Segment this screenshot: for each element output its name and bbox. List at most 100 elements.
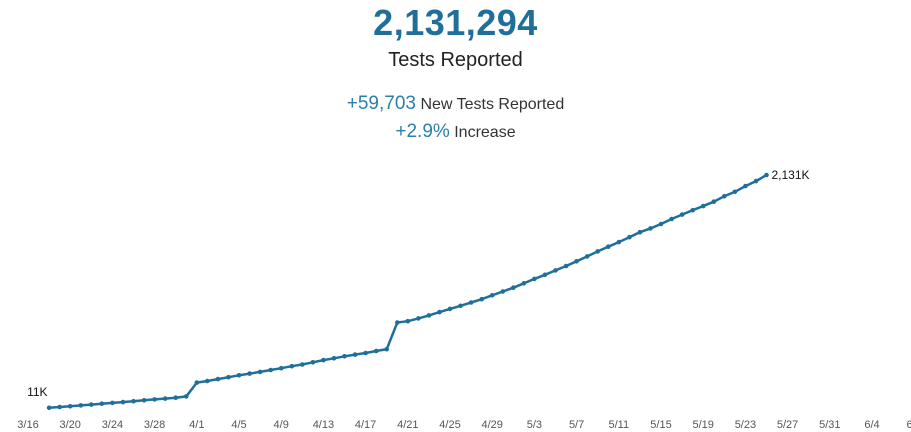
x-tick-label: 4/13	[313, 419, 334, 431]
data-point	[447, 306, 453, 312]
x-tick-label: 5/3	[527, 419, 542, 431]
data-point	[278, 365, 284, 371]
data-point	[616, 239, 622, 245]
data-point	[468, 300, 474, 305]
data-point	[205, 378, 210, 384]
data-point	[532, 276, 537, 282]
increase-value: +2.9%	[395, 121, 450, 142]
increase-label: Increase	[454, 124, 516, 141]
data-point	[99, 401, 105, 407]
x-tick-label: 4/21	[397, 419, 418, 431]
data-point	[352, 352, 358, 357]
data-point	[46, 405, 52, 411]
data-point	[152, 397, 157, 402]
data-point	[732, 189, 738, 195]
data-point	[595, 249, 600, 254]
data-point	[131, 398, 136, 404]
data-point	[342, 354, 347, 359]
x-tick-label: 4/9	[274, 419, 289, 431]
x-tick-label: 4/29	[481, 419, 502, 431]
series-line	[49, 173, 768, 410]
data-point	[679, 212, 685, 217]
data-point	[247, 371, 252, 376]
data-point	[542, 272, 548, 278]
x-tick-label: 5/31	[819, 419, 840, 431]
data-point	[416, 316, 421, 321]
data-point	[226, 374, 231, 380]
x-tick-label: 3/28	[144, 419, 165, 431]
data-point	[405, 318, 411, 324]
data-point	[120, 399, 126, 405]
data-point	[78, 403, 84, 408]
data-point	[658, 221, 664, 227]
data-point	[184, 394, 189, 399]
x-tick-label: 4/1	[189, 419, 204, 431]
data-point	[162, 396, 168, 401]
x-tick-label: 4/25	[439, 419, 460, 431]
total-tests-value: 2,131,294	[373, 2, 538, 43]
data-point	[606, 244, 611, 249]
data-point	[627, 234, 632, 240]
x-tick-label: 5/15	[650, 419, 671, 431]
data-point	[743, 183, 748, 189]
data-point	[384, 346, 390, 352]
data-point	[141, 398, 147, 403]
data-point	[690, 207, 695, 213]
data-point	[194, 380, 200, 385]
x-tick-label: 5/11	[609, 419, 630, 431]
data-point	[753, 178, 759, 184]
data-point	[722, 193, 727, 199]
data-point	[321, 357, 326, 363]
x-tick-label: 3/24	[102, 419, 123, 431]
data-point	[700, 203, 706, 209]
data-point	[67, 404, 73, 409]
data-point	[458, 303, 463, 309]
total-tests-label: Tests Reported	[388, 49, 523, 71]
data-point	[331, 356, 337, 361]
data-point	[479, 296, 485, 302]
data-point	[173, 395, 178, 401]
data-point	[500, 289, 506, 294]
data-point	[553, 268, 558, 273]
data-point	[711, 199, 717, 204]
x-tick-label: 6/8	[907, 419, 911, 431]
series-group	[46, 172, 769, 411]
x-tick-label: 3/16	[17, 419, 38, 431]
end-value-label: 2,131K	[772, 168, 810, 182]
data-point	[395, 320, 400, 325]
data-point	[110, 400, 115, 406]
x-tick-label: 5/23	[735, 419, 756, 431]
data-point	[268, 367, 274, 373]
data-point	[426, 313, 432, 318]
data-point	[236, 373, 242, 378]
data-point	[584, 254, 590, 259]
x-tick-label: 4/17	[355, 419, 376, 431]
start-value-label: 11K	[27, 385, 47, 399]
data-point	[648, 226, 653, 231]
data-point	[511, 285, 516, 291]
data-point	[289, 363, 295, 369]
x-tick-label: 4/5	[231, 419, 246, 431]
new-tests-line: +59,703 New Tests Reported	[0, 93, 911, 115]
new-tests-label: New Tests Reported	[420, 96, 565, 113]
data-point	[574, 259, 579, 264]
data-point	[489, 293, 495, 298]
data-point	[563, 263, 569, 269]
x-tick-label: 5/7	[569, 419, 584, 431]
data-point	[57, 404, 62, 410]
x-axis-ticks: 3/16 3/20 3/24 3/28 4/1 4/5 4/9 4/13 4/17 4/21 4/2…	[17, 419, 911, 431]
data-point	[215, 376, 221, 382]
data-point	[437, 309, 442, 315]
data-point	[363, 350, 368, 356]
new-tests-value: +59,703	[346, 93, 416, 114]
data-point	[257, 369, 263, 375]
data-point	[373, 348, 379, 354]
data-point	[521, 281, 527, 286]
data-point	[310, 360, 316, 365]
increase-line: +2.9% Increase	[0, 121, 911, 143]
data-point	[89, 402, 94, 407]
x-tick-label: 5/19	[692, 419, 713, 431]
x-tick-label: 6/4	[864, 419, 879, 431]
data-point	[637, 229, 643, 235]
